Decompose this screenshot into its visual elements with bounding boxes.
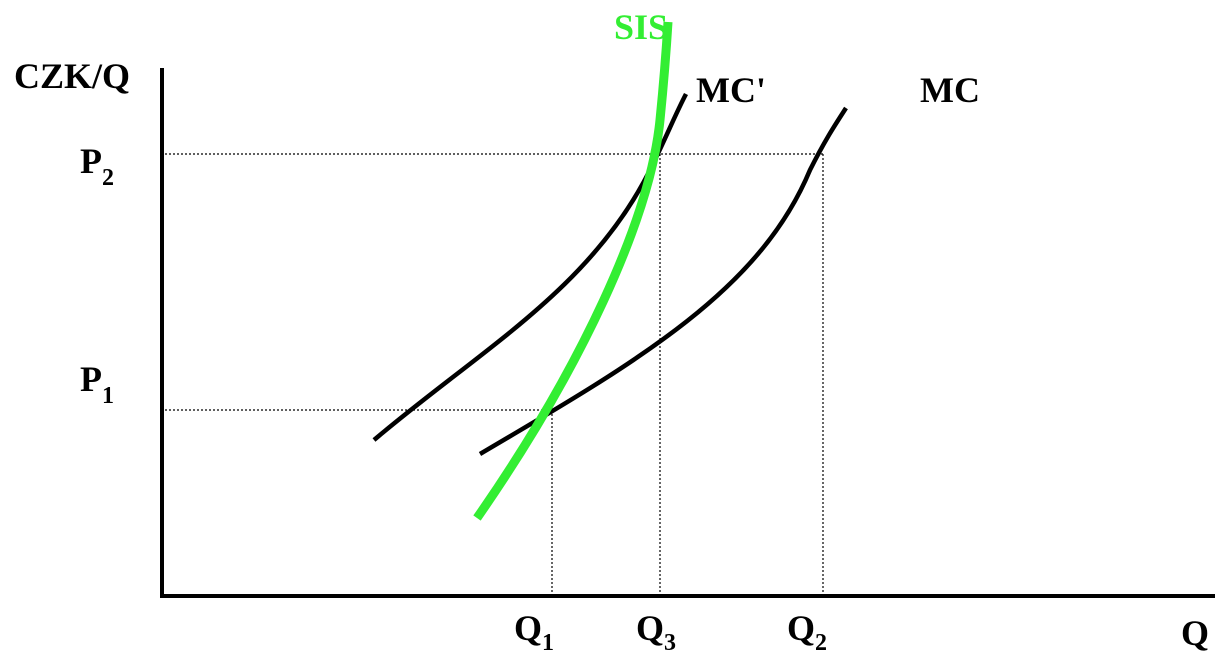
sis-curve xyxy=(473,21,673,521)
mc-label: MC xyxy=(920,70,980,110)
q2-label-base: Q xyxy=(787,608,815,648)
y-axis-label: CZK/Q xyxy=(14,56,130,96)
q3-label-sub: 3 xyxy=(664,630,676,655)
p1-label-base: P xyxy=(80,359,102,399)
guide-lines xyxy=(165,153,824,596)
q2-label: Q2 xyxy=(787,608,827,655)
p2-label-sub: 2 xyxy=(102,165,114,191)
p2-label-base: P xyxy=(80,141,102,181)
sis-label: SIS xyxy=(614,7,668,47)
p2-label: P2 xyxy=(80,141,114,191)
p1-label: P1 xyxy=(80,359,114,409)
q3-label-base: Q xyxy=(636,608,664,648)
q1-label-sub: 1 xyxy=(542,630,554,655)
p1-label-sub: 1 xyxy=(102,383,114,409)
q2-label-sub: 2 xyxy=(815,630,827,655)
mc-prime-label: MC' xyxy=(696,70,766,110)
mc-prime-curve xyxy=(372,92,688,442)
q1-label-base: Q xyxy=(514,608,542,648)
x-axis-label: Q xyxy=(1181,613,1209,653)
mc-curve xyxy=(478,106,848,456)
q3-label: Q3 xyxy=(636,608,676,655)
q1-label: Q1 xyxy=(514,608,554,655)
